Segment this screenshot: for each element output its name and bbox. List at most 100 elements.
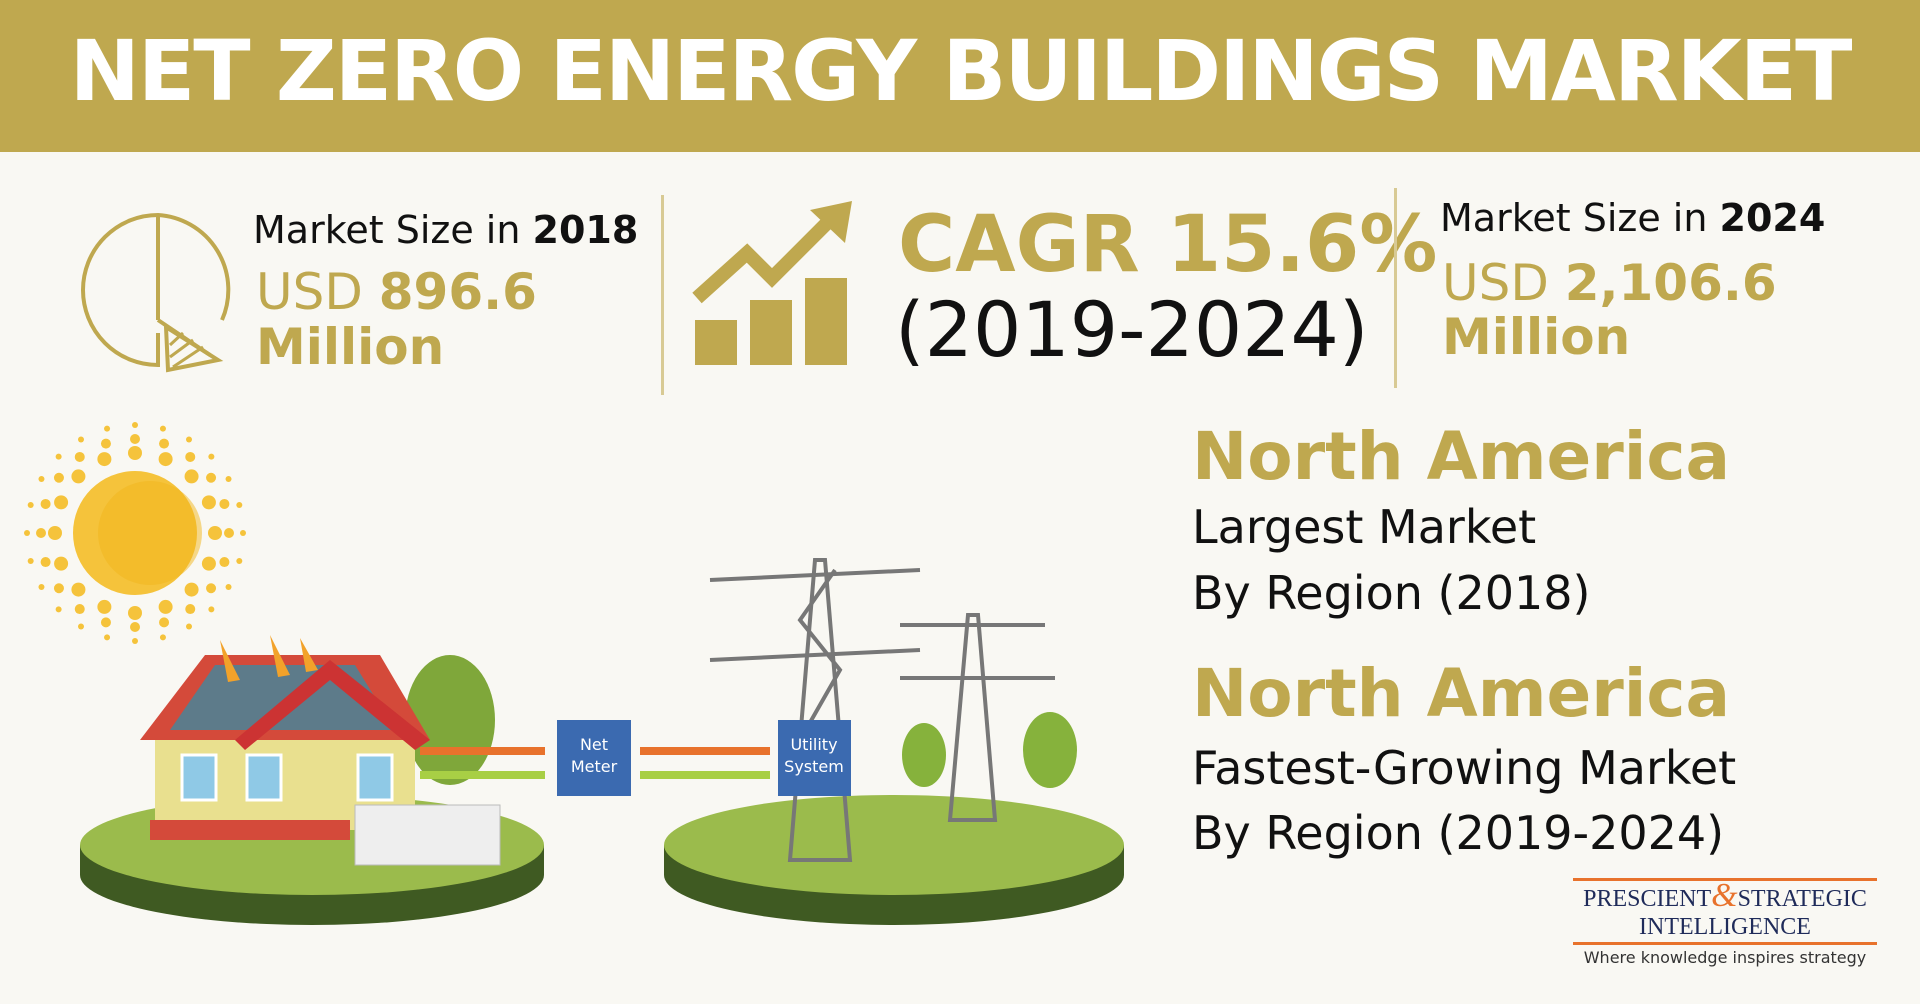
year: 2024 <box>1719 196 1826 240</box>
header-banner <box>0 0 1920 152</box>
net-zero-illustration: Net Meter Utility System <box>24 422 1124 925</box>
sun-ray <box>53 472 64 483</box>
sun-ray <box>208 453 215 460</box>
currency: USD <box>256 263 379 321</box>
sun-ray <box>159 438 170 449</box>
right-island <box>664 795 1124 925</box>
label-text: Market Size in <box>253 208 533 252</box>
tree-icon <box>902 712 1077 788</box>
sun-ray <box>206 583 217 594</box>
company-logo: PRESCIENT&STRATEGIC INTELLIGENCE Where k… <box>1570 878 1880 967</box>
page-title: NET ZERO ENERGY BUILDINGS MARKET <box>69 22 1853 120</box>
net-meter-box <box>557 720 631 796</box>
sun-ray <box>78 436 84 443</box>
sun-ray <box>54 495 69 510</box>
sun-ray <box>208 606 215 613</box>
sun-ray <box>219 557 230 568</box>
pie-chart-icon <box>81 212 231 373</box>
sun-ray <box>236 557 243 564</box>
sun-ray <box>208 526 222 540</box>
sun-ray <box>201 556 216 571</box>
sun-ray <box>128 446 142 460</box>
sun-ray <box>74 451 85 462</box>
sun-ray <box>40 498 51 509</box>
sun-ray <box>159 634 166 641</box>
utility-system-box <box>778 720 851 796</box>
sun-ray <box>206 472 217 483</box>
sun-ray <box>128 606 142 620</box>
logo-tagline: Where knowledge inspires strategy <box>1583 948 1867 967</box>
market-2018-unit: Million <box>256 318 445 376</box>
sun-ray <box>78 623 84 630</box>
sun-ray <box>158 599 173 614</box>
sun-ray <box>159 425 166 432</box>
sun-ray <box>184 582 199 597</box>
region-desc: Largest Market <box>1192 500 1537 554</box>
utility-label: Utility <box>790 735 837 754</box>
power-pylon-icon <box>709 558 1055 862</box>
value: 2,106.6 <box>1564 254 1777 312</box>
market-2018-value: USD 896.6 <box>256 265 537 319</box>
sun-ray <box>130 434 140 444</box>
sun-ray <box>100 438 111 449</box>
market-2024-label: Market Size in 2024 <box>1440 196 1825 240</box>
sun-ray <box>38 584 45 590</box>
sun-ray <box>74 604 85 615</box>
sun-ray <box>185 604 196 615</box>
year: 2018 <box>532 208 639 252</box>
growth-chart-icon <box>692 201 852 365</box>
sun-ray <box>201 495 216 510</box>
label-text: Market Size in <box>1440 196 1720 240</box>
sun-ray <box>186 623 192 630</box>
sun-ray <box>224 528 234 538</box>
cagr-period: (2019-2024) <box>895 285 1369 374</box>
sun-ray <box>130 622 140 632</box>
sun-ray <box>40 557 51 568</box>
sun-ray <box>55 606 62 613</box>
sun-ray <box>27 557 34 564</box>
sun-ray <box>53 583 64 594</box>
region-name: North America <box>1192 655 1731 732</box>
divider <box>661 195 664 395</box>
sun-ray <box>219 498 230 509</box>
sun-ray <box>97 452 112 467</box>
sun-ray <box>48 526 62 540</box>
sun-ray <box>38 476 45 482</box>
sun-ray <box>184 469 199 484</box>
market-2024-unit: Million <box>1442 308 1631 366</box>
currency: USD <box>1442 254 1565 312</box>
sun-ray <box>27 502 34 509</box>
sun-ray <box>104 425 111 432</box>
market-2018-label: Market Size in 2018 <box>253 208 638 252</box>
sun-ray <box>71 582 86 597</box>
market-2024-value: USD 2,106.6 <box>1442 256 1777 310</box>
region-desc: Fastest-Growing Market <box>1192 741 1737 795</box>
logo-text: STRATEGIC <box>1737 886 1867 912</box>
sun-ray <box>104 634 111 641</box>
utility-label: System <box>784 757 844 776</box>
sun-ray <box>186 436 192 443</box>
sun-icon <box>24 422 246 644</box>
sun-ray <box>54 556 69 571</box>
net-meter-label: Net <box>580 735 608 754</box>
region-name: North America <box>1192 418 1731 495</box>
logo-text: INTELLIGENCE <box>1639 914 1811 940</box>
cagr-value: CAGR 15.6% <box>898 200 1438 290</box>
sun-ray <box>159 617 170 628</box>
sun-ray <box>225 476 232 482</box>
net-meter-label: Meter <box>571 757 618 776</box>
sun-ray <box>132 638 138 644</box>
sun-ray <box>24 530 30 536</box>
logo-text: PRESCIENT <box>1583 886 1712 912</box>
value: 896.6 <box>378 263 537 321</box>
sun-ray <box>158 452 173 467</box>
sun-ray <box>71 469 86 484</box>
sun-ray <box>225 584 232 590</box>
divider <box>1394 188 1397 388</box>
sun-ray <box>97 599 112 614</box>
sun-ray <box>100 617 111 628</box>
sun-ray <box>55 453 62 460</box>
sun-ray <box>132 422 138 428</box>
sun-ray <box>36 528 46 538</box>
sun-ray <box>185 451 196 462</box>
